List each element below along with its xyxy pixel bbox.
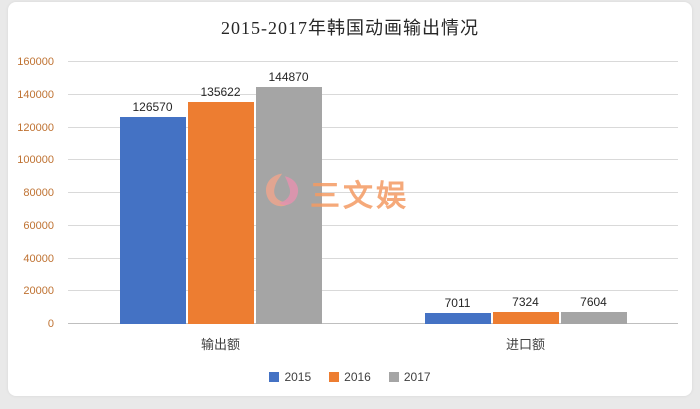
plot-area: 126570 135622 144870 7011 7324 7604 bbox=[68, 61, 678, 324]
y-tick-label: 40000 bbox=[23, 252, 54, 265]
bar-2015-进口额[interactable] bbox=[424, 312, 491, 324]
gridline bbox=[68, 192, 678, 193]
bar-2017-输出额[interactable] bbox=[255, 86, 322, 324]
bar-wrap: 7011 bbox=[424, 62, 492, 324]
bar-group-进口额: 7011 7324 7604 bbox=[373, 62, 678, 324]
bar-wrap: 135622 bbox=[187, 62, 255, 324]
y-axis-labels: 0 20000 40000 60000 80000 100000 120000 140000 1… bbox=[8, 56, 62, 330]
x-category-label: 输出额 bbox=[200, 337, 240, 352]
bar-2016-进口额[interactable] bbox=[492, 312, 559, 324]
legend-item-2017[interactable]: 2017 bbox=[388, 370, 431, 384]
gridline bbox=[68, 93, 678, 95]
x-axis-line bbox=[68, 323, 678, 324]
y-tick-label: 0 bbox=[47, 318, 54, 330]
bar-value-label: 135622 bbox=[200, 84, 241, 99]
chart-title: 2015-2017年韩国动画输出情况 bbox=[221, 18, 479, 38]
bar-wrap: 7324 bbox=[492, 62, 560, 324]
legend-swatch bbox=[269, 372, 280, 382]
bar-group-输出额: 126570 135622 144870 bbox=[68, 62, 373, 324]
legend-item-2015[interactable]: 2015 bbox=[269, 370, 311, 384]
bar-2017-进口额[interactable] bbox=[560, 311, 627, 324]
gridline bbox=[68, 159, 678, 161]
x-category-label: 进口额 bbox=[505, 337, 545, 352]
gridline bbox=[68, 257, 678, 259]
gridline bbox=[68, 61, 678, 62]
gridline bbox=[68, 290, 678, 292]
y-tick-label: 100000 bbox=[17, 154, 54, 167]
bar-2015-输出额[interactable] bbox=[119, 116, 186, 324]
y-tick-label: 80000 bbox=[23, 187, 54, 199]
bar-value-label: 126570 bbox=[132, 99, 173, 114]
bar-wrap: 144870 bbox=[255, 62, 323, 324]
legend-label: 2015 bbox=[284, 370, 312, 384]
y-tick-label: 120000 bbox=[17, 121, 54, 134]
gridline bbox=[68, 224, 678, 226]
legend: 2015 2016 2017 bbox=[8, 368, 692, 386]
legend-label: 2016 bbox=[344, 370, 371, 384]
legend-item-2016[interactable]: 2016 bbox=[329, 370, 371, 384]
bar-value-label: 7604 bbox=[580, 294, 607, 309]
bar-value-label: 7324 bbox=[512, 295, 539, 310]
y-tick-label: 20000 bbox=[23, 285, 54, 298]
bar-wrap: 7604 bbox=[560, 62, 628, 324]
y-tick-label: 60000 bbox=[23, 219, 54, 232]
bar-wrap: 126570 bbox=[119, 62, 187, 324]
bar-groups: 126570 135622 144870 7011 7324 7604 bbox=[68, 62, 678, 324]
y-tick-label: 160000 bbox=[17, 56, 54, 68]
legend-swatch bbox=[388, 372, 399, 382]
chart-card: 2015-2017年韩国动画输出情况 0 20000 40000 60000 80000… bbox=[8, 2, 692, 396]
legend-swatch bbox=[329, 372, 340, 382]
y-tick-label: 140000 bbox=[17, 88, 54, 101]
gridline bbox=[68, 126, 678, 128]
bar-value-label: 144870 bbox=[268, 69, 309, 84]
bar-2016-输出额[interactable] bbox=[187, 101, 254, 324]
bar-value-label: 7011 bbox=[444, 295, 471, 310]
legend-label: 2017 bbox=[403, 370, 431, 384]
x-axis-labels: 输出额 进口额 bbox=[68, 328, 678, 352]
